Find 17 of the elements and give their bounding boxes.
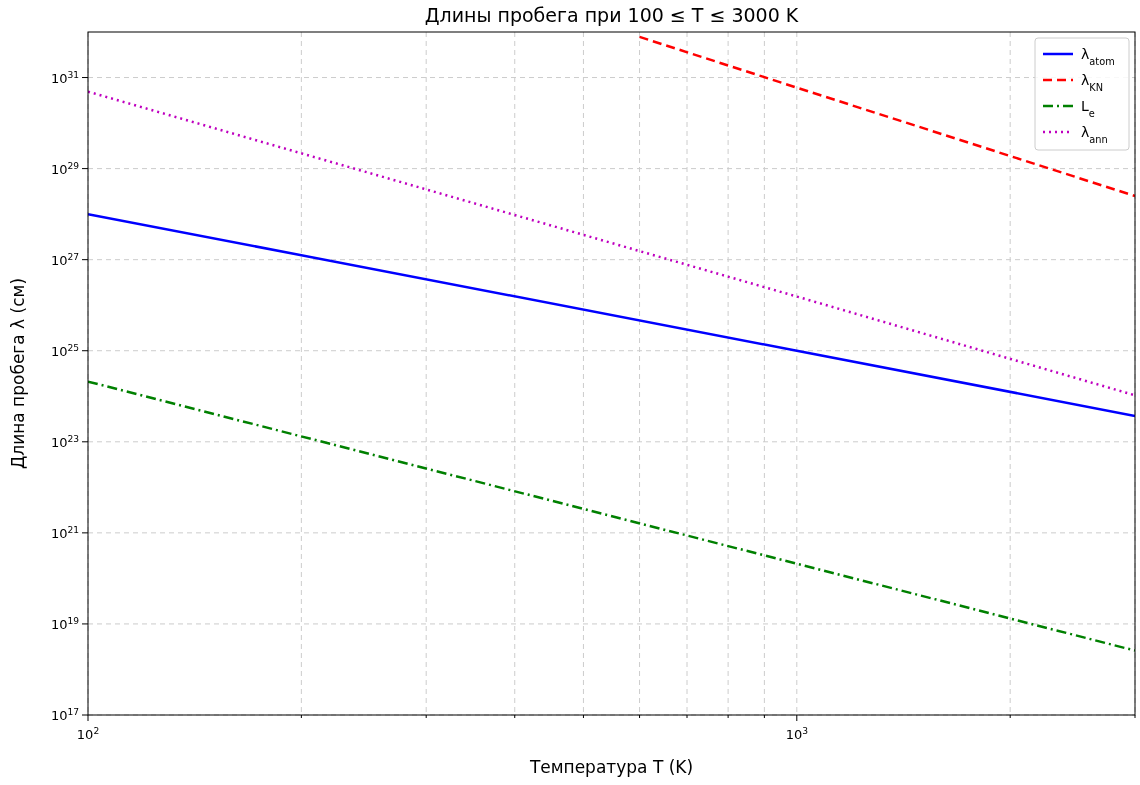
y-tick-label: 10$^{27}$ <box>50 251 80 268</box>
x-tick-label: 10$^{3}$ <box>785 726 809 742</box>
chart-title: Длины пробега при 100 ≤ T ≤ 3000 K <box>424 4 799 26</box>
x-axis-title: Температура T (K) <box>528 757 694 777</box>
y-tick-label: 10$^{23}$ <box>50 433 80 450</box>
legend-label: λ$_{KN}$ <box>1081 72 1104 93</box>
y-tick-label: 10$^{25}$ <box>50 342 79 359</box>
legend-label: λ$_{ann}$ <box>1081 124 1108 145</box>
y-tick-label: 10$^{21}$ <box>50 524 79 541</box>
y-tick-label: 10$^{17}$ <box>50 707 80 723</box>
x-tick-label: 10$^{2}$ <box>76 726 100 742</box>
y-tick-label: 10$^{31}$ <box>50 69 79 86</box>
y-axis-title: Длина пробега λ (см) <box>8 277 28 470</box>
y-tick-label: 10$^{19}$ <box>50 615 80 632</box>
y-tick-label: 10$^{29}$ <box>50 160 80 177</box>
legend-label: L$_{e}$ <box>1081 98 1095 119</box>
legend-label: λ$_{atom}$ <box>1081 46 1115 67</box>
